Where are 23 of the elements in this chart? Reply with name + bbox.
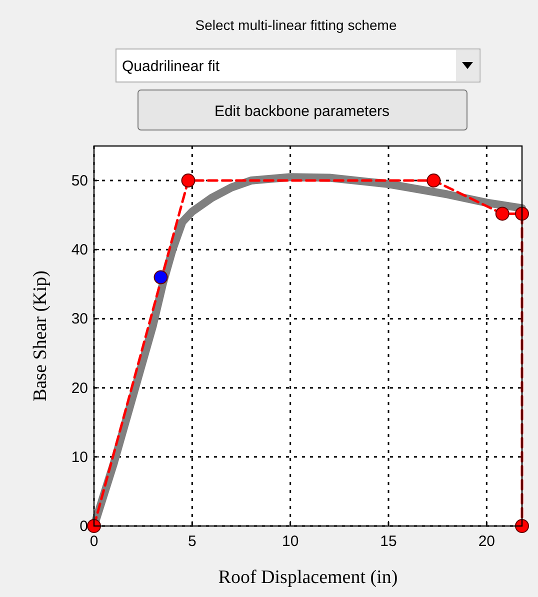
- point: [181, 174, 196, 188]
- y-tick-label: 0: [80, 518, 88, 535]
- y-tick-label: 20: [71, 380, 88, 397]
- point: [515, 519, 529, 533]
- point: [87, 519, 101, 533]
- x-tick-label: 0: [90, 533, 98, 550]
- x-tick-label: 15: [380, 533, 397, 550]
- point: [426, 174, 441, 188]
- x-tick-label: 5: [188, 533, 196, 550]
- y-tick-label: 10: [71, 448, 88, 466]
- point: [495, 206, 510, 221]
- dropdown: Quadrilinear fit: [116, 48, 480, 82]
- point: [154, 270, 168, 284]
- x-tick-label: 20: [478, 533, 496, 550]
- point: [515, 206, 529, 221]
- x-axis-title: Roof Displacement (in): [218, 567, 398, 588]
- y-tick-label: 40: [71, 242, 88, 259]
- y-tick-label: 50: [71, 172, 88, 190]
- text: Select multi-linear fitting scheme: [195, 17, 397, 33]
- y-axis-title: Base Shear (Kip): [30, 270, 51, 402]
- y-tick-label: 30: [71, 310, 88, 328]
- x-tick-label: 10: [282, 533, 299, 550]
- button: Edit backbone parameters: [138, 90, 468, 130]
